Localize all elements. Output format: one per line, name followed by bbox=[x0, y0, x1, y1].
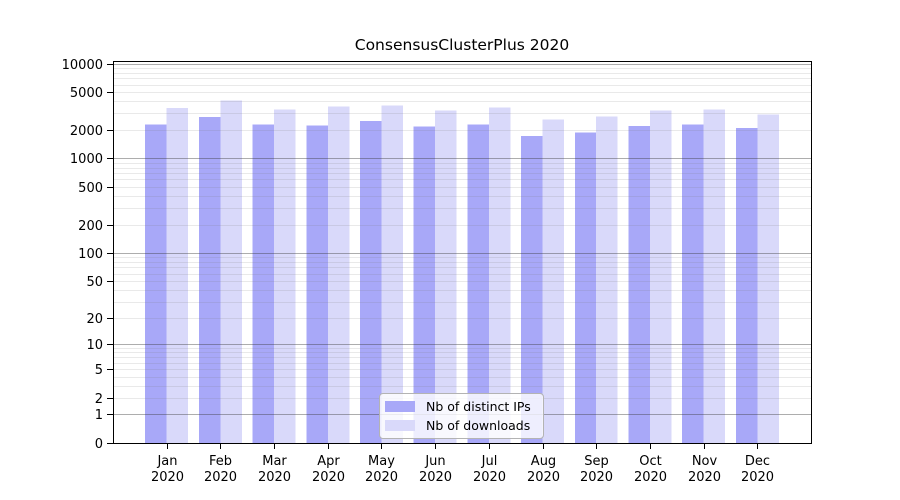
bar-distinct-ips-sep bbox=[574, 132, 597, 443]
x-tick-label-year: 2020 bbox=[365, 470, 398, 485]
bar-distinct-ips-may bbox=[360, 121, 382, 443]
y-tick-label: 2 bbox=[95, 392, 103, 407]
bar-downloads-dec bbox=[757, 114, 779, 444]
y-tick-label: 20 bbox=[86, 312, 103, 327]
bar-downloads-nov bbox=[703, 109, 726, 443]
x-tick-label-year: 2020 bbox=[688, 470, 721, 485]
legend: Nb of distinct IPs Nb of downloads bbox=[379, 393, 544, 439]
x-tick-label-month: Feb bbox=[209, 454, 232, 469]
legend-swatch-downloads bbox=[385, 419, 415, 431]
y-tick-label: 50 bbox=[86, 275, 103, 290]
bar-downloads-apr bbox=[327, 106, 350, 444]
bar-distinct-ips-apr bbox=[306, 125, 328, 444]
bar-distinct-ips-jun bbox=[413, 126, 436, 444]
bar-distinct-ips-oct bbox=[628, 126, 650, 443]
y-tick-label: 10000 bbox=[62, 58, 103, 73]
x-tick-label-month: Jul bbox=[481, 454, 498, 469]
x-tick-label-month: Nov bbox=[692, 454, 718, 469]
x-tick-label-year: 2020 bbox=[741, 470, 774, 485]
bar-downloads-aug bbox=[542, 119, 564, 444]
y-tick-label: 100 bbox=[78, 247, 103, 262]
x-tick-label-year: 2020 bbox=[258, 470, 291, 485]
bar-downloads-mar bbox=[274, 109, 296, 444]
x-tick-label-year: 2020 bbox=[473, 470, 506, 485]
legend-entry-distinct-ips: Nb of distinct IPs bbox=[385, 399, 537, 414]
bar-downloads-may bbox=[381, 105, 403, 444]
x-tick-label-month: Apr bbox=[317, 454, 340, 469]
bar-distinct-ips-jul bbox=[467, 124, 489, 443]
legend-label-distinct-ips: Nb of distinct IPs bbox=[426, 399, 531, 415]
x-tick-label-year: 2020 bbox=[151, 470, 184, 485]
bar-distinct-ips-mar bbox=[252, 124, 275, 443]
x-tick-label-year: 2020 bbox=[580, 470, 613, 485]
bar-downloads-jan bbox=[166, 108, 189, 443]
x-tick-label-year: 2020 bbox=[527, 470, 560, 485]
axes-frame bbox=[113, 61, 812, 444]
x-tick-label-month: Sep bbox=[584, 454, 609, 469]
x-tick-label-month: Aug bbox=[531, 454, 556, 469]
y-tick-label: 2000 bbox=[70, 124, 103, 139]
legend-entry-downloads: Nb of downloads bbox=[385, 418, 537, 433]
x-tick-label-month: May bbox=[368, 454, 395, 469]
chart-title: ConsensusClusterPlus 2020 bbox=[354, 36, 570, 54]
x-tick-label-year: 2020 bbox=[312, 470, 345, 485]
x-tick-label-month: Jan bbox=[156, 454, 177, 469]
y-tick-label: 10 bbox=[86, 338, 103, 353]
legend-label-downloads: Nb of downloads bbox=[426, 417, 531, 433]
bar-distinct-ips-nov bbox=[682, 124, 704, 443]
bar-distinct-ips-feb bbox=[198, 117, 221, 443]
x-tick-label-year: 2020 bbox=[634, 470, 667, 485]
y-tick-label: 1 bbox=[95, 408, 103, 423]
bar-downloads-jun bbox=[435, 110, 457, 444]
bar-downloads-sep bbox=[596, 116, 618, 443]
x-tick-label-month: Dec bbox=[745, 454, 770, 469]
bar-downloads-jul bbox=[488, 107, 511, 443]
x-tick-label-month: Jun bbox=[424, 454, 445, 469]
bar-downloads-feb bbox=[220, 100, 242, 444]
legend-swatch-distinct-ips bbox=[385, 401, 415, 413]
bar-distinct-ips-jan bbox=[145, 124, 167, 444]
bar-distinct-ips-dec bbox=[735, 128, 758, 443]
y-tick-label: 200 bbox=[78, 219, 103, 234]
y-tick-label: 1000 bbox=[70, 152, 103, 167]
bar-distinct-ips-aug bbox=[521, 136, 543, 443]
x-tick-label-year: 2020 bbox=[204, 470, 237, 485]
bar-downloads-oct bbox=[649, 110, 672, 444]
x-tick-label-year: 2020 bbox=[419, 470, 452, 485]
y-tick-label: 5 bbox=[95, 363, 103, 378]
y-tick-label: 5000 bbox=[70, 86, 103, 101]
x-tick-label-month: Mar bbox=[262, 454, 287, 469]
y-tick-label: 0 bbox=[95, 437, 103, 452]
y-tick-label: 500 bbox=[78, 181, 103, 196]
x-tick-label-month: Oct bbox=[639, 454, 661, 469]
